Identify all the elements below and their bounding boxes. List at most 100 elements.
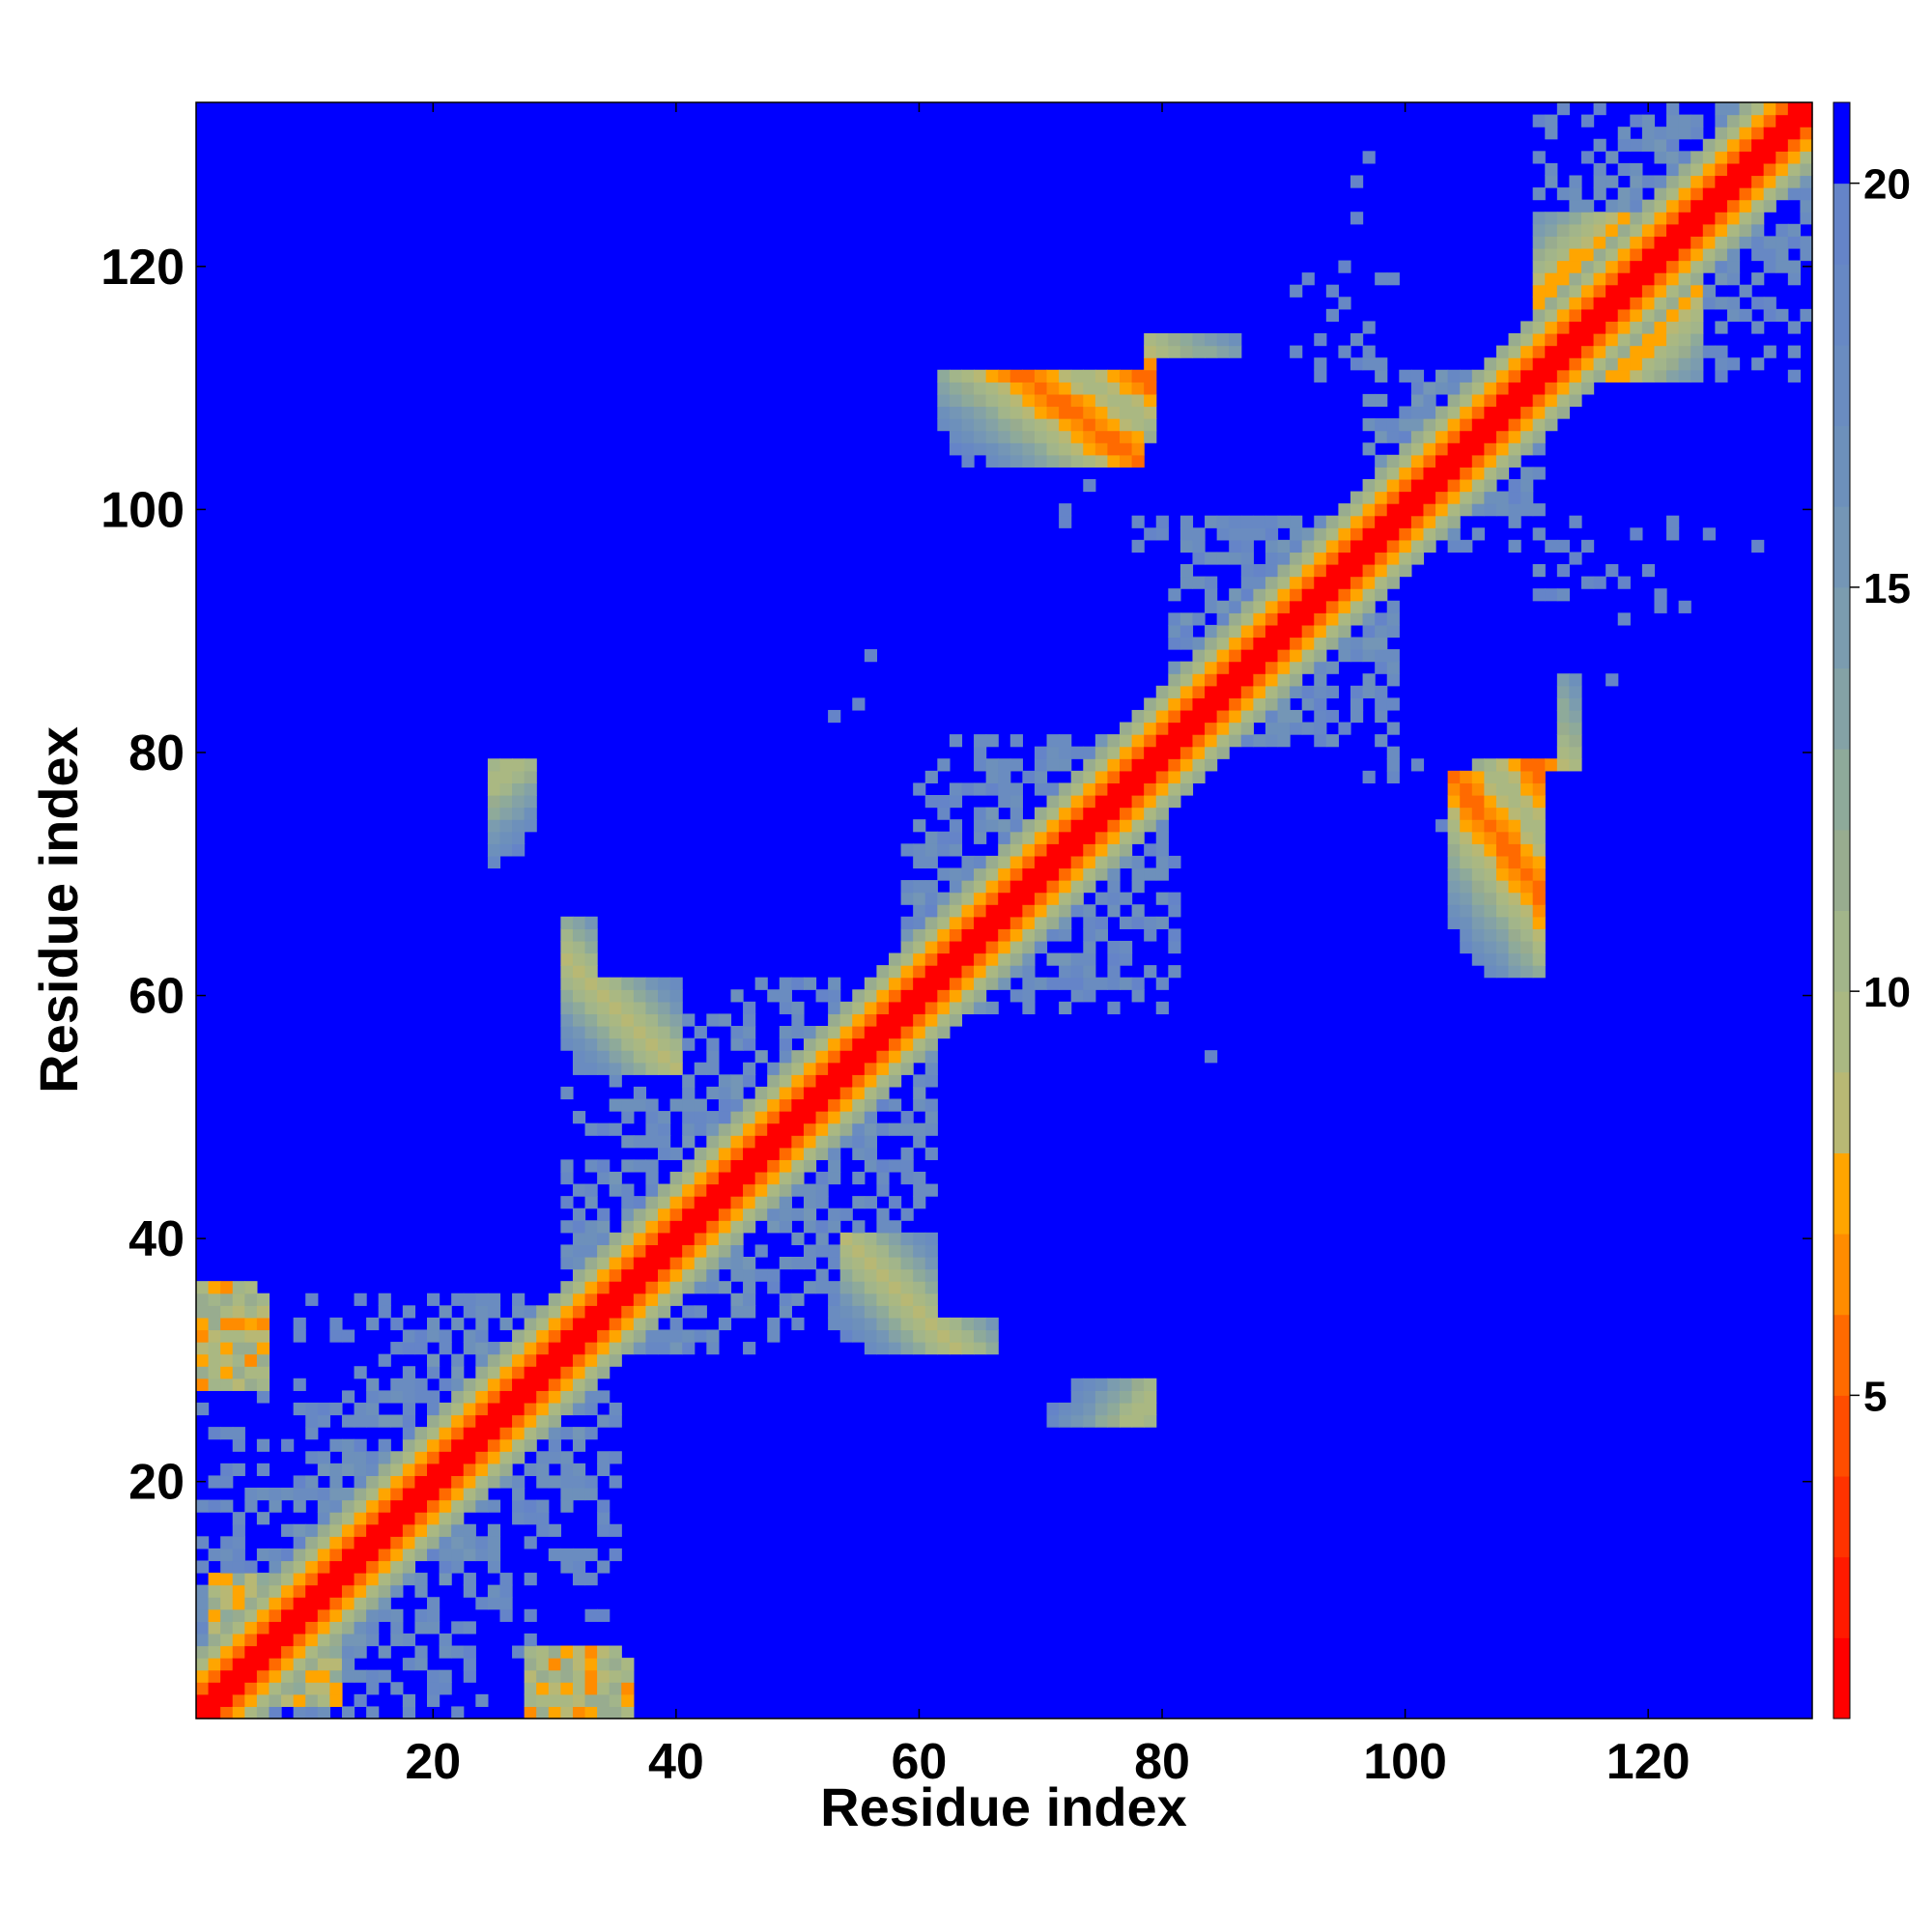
heatmap-cell: [1532, 430, 1546, 443]
heatmap-cell: [900, 1171, 914, 1185]
heatmap-cell: [1083, 369, 1096, 383]
heatmap-cell: [1046, 406, 1060, 419]
heatmap-cell: [974, 928, 987, 942]
heatmap-cell: [341, 1451, 355, 1464]
heatmap-cell: [767, 1171, 781, 1185]
heatmap-cell: [536, 1390, 550, 1404]
heatmap-cell: [366, 1621, 380, 1634]
heatmap-cell: [900, 1317, 914, 1331]
heatmap-cell: [524, 758, 537, 772]
heatmap-cell: [1641, 321, 1656, 334]
heatmap-cell: [1059, 430, 1072, 443]
heatmap-cell: [949, 393, 963, 408]
heatmap-cell: [924, 1183, 938, 1197]
heatmap-cell: [220, 1682, 234, 1695]
heatmap-cell: [1229, 734, 1242, 748]
heatmap-cell: [1399, 418, 1412, 432]
heatmap-cell: [572, 1111, 586, 1124]
heatmap-cell: [317, 1523, 330, 1537]
heatmap-cell: [366, 1378, 380, 1391]
heatmap-cell: [1386, 770, 1400, 784]
heatmap-cell: [1678, 297, 1691, 310]
heatmap-cell: [706, 1196, 720, 1209]
heatmap-cell: [597, 1390, 611, 1404]
heatmap-cell: [402, 1451, 416, 1464]
heatmap-cell: [487, 782, 501, 796]
heatmap-cell: [1460, 539, 1473, 554]
heatmap-cell: [998, 406, 1011, 419]
heatmap-cell: [1120, 843, 1133, 857]
heatmap-cell: [913, 989, 926, 1003]
heatmap-cell: [524, 1317, 537, 1331]
heatmap-cell: [572, 1208, 586, 1221]
heatmap-cell: [244, 1378, 258, 1391]
heatmap-cell: [1094, 977, 1109, 990]
heatmap-cell: [1264, 673, 1279, 687]
heatmap-cell: [1715, 236, 1728, 249]
heatmap-cell: [1702, 345, 1716, 358]
heatmap-cell: [1205, 600, 1218, 613]
heatmap-cell: [985, 369, 999, 383]
heatmap-cell: [1495, 503, 1510, 517]
heatmap-cell: [1229, 722, 1242, 735]
heatmap-cell: [536, 1427, 550, 1440]
heatmap-cell: [317, 1402, 330, 1416]
heatmap-cell: [1070, 989, 1084, 1003]
heatmap-cell: [706, 1037, 720, 1051]
heatmap-cell: [1763, 199, 1776, 213]
heatmap-cell: [1155, 843, 1169, 857]
heatmap-cell: [317, 1658, 330, 1671]
heatmap-cell: [924, 952, 938, 966]
heatmap-cell: [779, 1026, 792, 1039]
heatmap-cell: [1240, 709, 1254, 724]
heatmap-cell: [1776, 236, 1789, 249]
heatmap-cell: [1144, 527, 1157, 541]
heatmap-cell: [512, 1378, 526, 1391]
heatmap-cell: [597, 1037, 611, 1051]
heatmap-cell: [1083, 1390, 1096, 1404]
heatmap-cell: [743, 1074, 756, 1088]
heatmap-cell: [609, 1074, 622, 1088]
heatmap-cell: [1094, 369, 1109, 383]
heatmap-cell: [1630, 297, 1643, 310]
heatmap-cell: [998, 454, 1011, 468]
heatmap-cell: [1009, 928, 1023, 942]
heatmap-cell: [791, 1257, 805, 1270]
heatmap-cell: [1155, 722, 1169, 735]
colorbar-segment: [1833, 102, 1850, 185]
heatmap-cell: [1338, 527, 1351, 541]
heatmap-cell: [1131, 807, 1145, 820]
heatmap-cell: [658, 1037, 671, 1051]
heatmap-cell: [1059, 393, 1072, 408]
heatmap-cell: [937, 393, 951, 408]
heatmap-cell: [329, 1597, 343, 1610]
heatmap-cell: [876, 1244, 890, 1258]
heatmap-cell: [281, 1597, 295, 1610]
heatmap-cell: [1410, 442, 1425, 456]
heatmap-cell: [341, 1512, 355, 1525]
heatmap-cell: [803, 1086, 817, 1100]
heatmap-cell: [998, 952, 1011, 966]
heatmap-cell: [1009, 758, 1023, 772]
heatmap-cell: [208, 1281, 221, 1294]
heatmap-cell: [499, 1597, 513, 1610]
heatmap-cell: [499, 1353, 513, 1367]
heatmap-cell: [645, 1329, 659, 1343]
heatmap-cell: [718, 1074, 732, 1088]
heatmap-cell: [767, 1196, 781, 1209]
heatmap-cell: [512, 1402, 526, 1416]
heatmap-cell: [1325, 576, 1340, 589]
heatmap-cell: [706, 1050, 720, 1064]
heatmap-cell: [1253, 637, 1266, 650]
heatmap-cell: [1034, 892, 1048, 905]
heatmap-cell: [1435, 442, 1449, 456]
heatmap-cell: [1216, 685, 1230, 698]
heatmap-cell: [1386, 673, 1400, 687]
heatmap-cell: [414, 1584, 428, 1598]
heatmap-cell: [1144, 807, 1157, 820]
heatmap-cell: [1545, 308, 1558, 323]
heatmap-cell: [1484, 952, 1497, 966]
heatmap-cell: [329, 1693, 343, 1708]
heatmap-cell: [1484, 807, 1497, 820]
heatmap-cell: [767, 1220, 781, 1234]
